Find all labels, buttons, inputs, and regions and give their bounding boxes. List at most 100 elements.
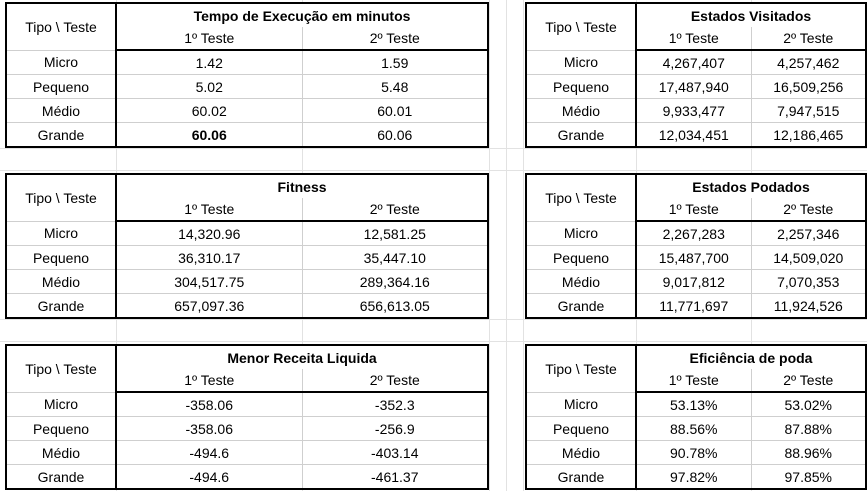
column-header[interactable]: 2º Teste — [301, 369, 489, 393]
cell[interactable]: -256.9 — [301, 416, 489, 441]
cell[interactable]: 53.02% — [750, 391, 867, 417]
cell[interactable]: -358.06 — [115, 391, 303, 417]
gridline — [523, 0, 524, 491]
column-header[interactable]: 1º Teste — [115, 27, 303, 51]
row-label[interactable]: Pequeno — [5, 416, 117, 441]
corner-header[interactable]: Tipo \ Teste — [5, 2, 117, 51]
cell[interactable]: 7,070,353 — [750, 269, 867, 294]
row-label[interactable]: Grande — [525, 122, 637, 148]
cell[interactable]: 15,487,700 — [635, 245, 752, 270]
cell[interactable]: -358.06 — [115, 416, 303, 441]
cell[interactable]: 88.96% — [750, 440, 867, 465]
row-label[interactable]: Micro — [525, 220, 637, 246]
cell[interactable]: 4,267,407 — [635, 49, 752, 75]
cell[interactable]: 11,924,526 — [750, 293, 867, 319]
table-title[interactable]: Tempo de Execução em minutos — [115, 2, 489, 27]
cell[interactable]: 97.85% — [750, 464, 867, 490]
row-label[interactable]: Pequeno — [5, 74, 117, 99]
cell[interactable]: -494.6 — [115, 464, 303, 490]
cell[interactable]: 11,771,697 — [635, 293, 752, 319]
cell[interactable]: 9,017,812 — [635, 269, 752, 294]
cell[interactable]: 14,320.96 — [115, 220, 303, 246]
cell[interactable]: 289,364.16 — [301, 269, 489, 294]
corner-header[interactable]: Tipo \ Teste — [5, 344, 117, 393]
row-label[interactable]: Médio — [5, 98, 117, 123]
row-label[interactable]: Micro — [5, 220, 117, 246]
row-label[interactable]: Médio — [525, 269, 637, 294]
cell[interactable]: 5.48 — [301, 74, 489, 99]
cell[interactable]: 5.02 — [115, 74, 303, 99]
cell[interactable]: 2,257,346 — [750, 220, 867, 246]
cell[interactable]: 60.06 — [301, 122, 489, 148]
cell[interactable]: 36,310.17 — [115, 245, 303, 270]
corner-header[interactable]: Tipo \ Teste — [525, 2, 637, 51]
cell[interactable]: 14,509,020 — [750, 245, 867, 270]
cell[interactable]: 60.02 — [115, 98, 303, 123]
column-header[interactable]: 1º Teste — [635, 369, 752, 393]
cell[interactable]: 1.59 — [301, 49, 489, 75]
cell[interactable]: 16,509,256 — [750, 74, 867, 99]
cell[interactable]: 90.78% — [635, 440, 752, 465]
column-header[interactable]: 1º Teste — [115, 369, 303, 393]
cell[interactable]: 304,517.75 — [115, 269, 303, 294]
column-header[interactable]: 1º Teste — [115, 198, 303, 222]
column-header[interactable]: 2º Teste — [750, 27, 867, 51]
cell[interactable]: 17,487,940 — [635, 74, 752, 99]
row-label[interactable]: Pequeno — [525, 416, 637, 441]
cell[interactable]: -352.3 — [301, 391, 489, 417]
cell[interactable]: 9,933,477 — [635, 98, 752, 123]
cell[interactable]: 60.06 — [115, 122, 303, 148]
row-label[interactable]: Grande — [525, 293, 637, 319]
column-header[interactable]: 2º Teste — [301, 198, 489, 222]
cell[interactable]: 35,447.10 — [301, 245, 489, 270]
row-label[interactable]: Micro — [5, 49, 117, 75]
cell[interactable]: 656,613.05 — [301, 293, 489, 319]
table-title[interactable]: Fitness — [115, 173, 489, 198]
row-label[interactable]: Pequeno — [525, 74, 637, 99]
table-title[interactable]: Eficiência de poda — [635, 344, 867, 369]
cell[interactable]: 1.42 — [115, 49, 303, 75]
cell[interactable]: 7,947,515 — [750, 98, 867, 123]
row-label[interactable]: Médio — [525, 440, 637, 465]
cell[interactable]: 12,581.25 — [301, 220, 489, 246]
row-label[interactable]: Pequeno — [5, 245, 117, 270]
row-label[interactable]: Grande — [5, 464, 117, 490]
cell[interactable]: 87.88% — [750, 416, 867, 441]
table-title[interactable]: Menor Receita Liquida — [115, 344, 489, 369]
column-header[interactable]: 2º Teste — [750, 198, 867, 222]
row-label[interactable]: Médio — [525, 98, 637, 123]
row-label[interactable]: Médio — [5, 440, 117, 465]
cell[interactable]: 97.82% — [635, 464, 752, 490]
cell[interactable]: 4,257,462 — [750, 49, 867, 75]
cell[interactable]: 12,034,451 — [635, 122, 752, 148]
corner-header[interactable]: Tipo \ Teste — [5, 173, 117, 222]
cell[interactable]: 657,097.36 — [115, 293, 303, 319]
row-label[interactable]: Grande — [525, 464, 637, 490]
column-header[interactable]: 1º Teste — [635, 198, 752, 222]
cell[interactable]: 53.13% — [635, 391, 752, 417]
cell[interactable]: 12,186,465 — [750, 122, 867, 148]
table-fitness: Tipo \ Teste Fitness 1º Teste 2º Teste M… — [5, 173, 490, 319]
corner-header[interactable]: Tipo \ Teste — [525, 344, 637, 393]
table-tempo-execucao: Tipo \ Teste Tempo de Execução em minuto… — [5, 2, 490, 148]
table-title[interactable]: Estados Visitados — [635, 2, 867, 27]
column-header[interactable]: 2º Teste — [301, 27, 489, 51]
table-title[interactable]: Estados Podados — [635, 173, 867, 198]
row-label[interactable]: Micro — [525, 391, 637, 417]
column-header[interactable]: 1º Teste — [635, 27, 752, 51]
row-label[interactable]: Micro — [525, 49, 637, 75]
row-label[interactable]: Pequeno — [525, 245, 637, 270]
cell[interactable]: 2,267,283 — [635, 220, 752, 246]
column-header[interactable]: 2º Teste — [750, 369, 867, 393]
row-label[interactable]: Grande — [5, 122, 117, 148]
cell[interactable]: 88.56% — [635, 416, 752, 441]
row-label[interactable]: Micro — [5, 391, 117, 417]
cell[interactable]: 60.01 — [301, 98, 489, 123]
row-label[interactable]: Grande — [5, 293, 117, 319]
gridline — [0, 170, 867, 171]
cell[interactable]: -494.6 — [115, 440, 303, 465]
cell[interactable]: -403.14 — [301, 440, 489, 465]
corner-header[interactable]: Tipo \ Teste — [525, 173, 637, 222]
row-label[interactable]: Médio — [5, 269, 117, 294]
cell[interactable]: -461.37 — [301, 464, 489, 490]
